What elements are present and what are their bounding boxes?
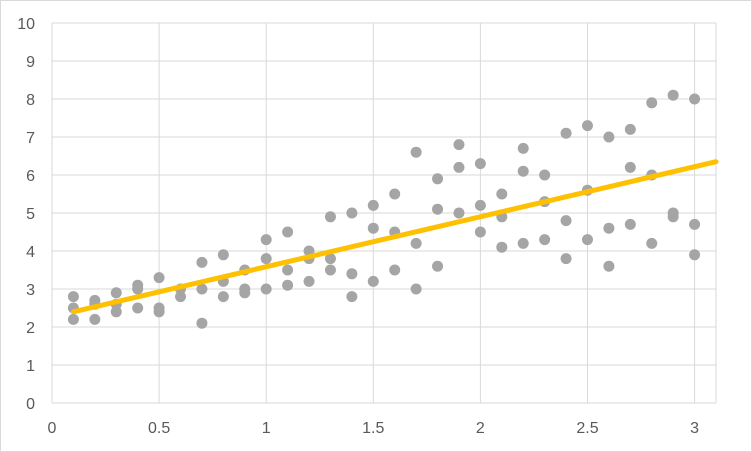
data-point <box>560 253 572 265</box>
data-point <box>175 291 187 303</box>
data-point <box>260 283 272 295</box>
data-point <box>132 302 144 314</box>
data-point <box>581 234 593 246</box>
y-tick-label: 0 <box>26 396 35 413</box>
data-point <box>603 131 615 143</box>
data-point <box>517 237 529 249</box>
data-point <box>539 169 551 181</box>
data-point <box>303 275 315 287</box>
y-tick-label: 2 <box>26 320 35 337</box>
data-point <box>496 188 508 200</box>
data-point <box>474 226 486 238</box>
data-point <box>110 287 122 299</box>
data-point <box>260 253 272 265</box>
data-point <box>603 222 615 234</box>
data-point <box>453 207 465 219</box>
data-point <box>346 268 358 280</box>
data-point <box>389 188 401 200</box>
data-point <box>367 222 379 234</box>
x-tick-label: 2 <box>476 420 485 437</box>
data-point <box>517 142 529 154</box>
data-point <box>517 165 529 177</box>
data-point <box>581 120 593 132</box>
data-point <box>410 283 422 295</box>
data-point <box>624 161 636 173</box>
y-tick-label: 9 <box>26 54 35 71</box>
data-point <box>67 313 79 325</box>
data-point <box>474 199 486 211</box>
y-tick-label: 4 <box>26 244 35 261</box>
y-tick-label: 8 <box>26 92 35 109</box>
data-point <box>560 127 572 139</box>
x-tick-label: 3 <box>690 420 699 437</box>
data-point <box>603 260 615 272</box>
data-point <box>689 249 701 261</box>
data-point <box>153 306 165 318</box>
data-point <box>196 256 208 268</box>
data-point <box>453 139 465 151</box>
y-tick-label: 6 <box>26 168 35 185</box>
data-point <box>367 275 379 287</box>
data-point <box>67 291 79 303</box>
data-point <box>410 146 422 158</box>
data-point <box>346 291 358 303</box>
data-point <box>646 237 658 249</box>
data-point <box>282 226 294 238</box>
y-tick-label: 7 <box>26 130 35 147</box>
data-point <box>624 123 636 135</box>
data-point <box>110 306 122 318</box>
data-point <box>689 218 701 230</box>
data-point <box>367 199 379 211</box>
data-point <box>667 211 679 223</box>
data-point <box>324 264 336 276</box>
data-point <box>432 173 444 185</box>
data-point <box>196 283 208 295</box>
data-point <box>539 234 551 246</box>
data-point <box>453 161 465 173</box>
trend-line <box>70 159 719 315</box>
x-tick-label: 1 <box>262 420 271 437</box>
data-point <box>89 313 101 325</box>
data-point <box>132 283 144 295</box>
data-point <box>560 215 572 227</box>
data-point <box>324 253 336 265</box>
data-point <box>260 234 272 246</box>
data-point <box>196 317 208 329</box>
data-point <box>410 237 422 249</box>
data-point <box>217 249 229 261</box>
data-point <box>667 89 679 101</box>
data-point <box>324 211 336 223</box>
data-point <box>432 260 444 272</box>
x-tick-label: 0 <box>48 420 57 437</box>
data-point <box>689 93 701 105</box>
data-point <box>217 291 229 303</box>
data-point <box>496 241 508 253</box>
y-tick-label: 1 <box>26 358 35 375</box>
data-point <box>346 207 358 219</box>
data-point <box>153 272 165 284</box>
x-tick-label: 1.5 <box>362 420 384 437</box>
data-point <box>239 287 251 299</box>
data-point <box>624 218 636 230</box>
data-point <box>432 203 444 215</box>
data-point <box>282 279 294 291</box>
y-tick-label: 5 <box>26 206 35 223</box>
y-tick-label: 3 <box>26 282 35 299</box>
data-point <box>389 264 401 276</box>
y-tick-label: 10 <box>17 16 35 33</box>
x-tick-label: 0.5 <box>148 420 170 437</box>
x-tick-label: 2.5 <box>576 420 598 437</box>
data-point <box>646 97 658 109</box>
data-point <box>474 158 486 170</box>
data-point <box>282 264 294 276</box>
